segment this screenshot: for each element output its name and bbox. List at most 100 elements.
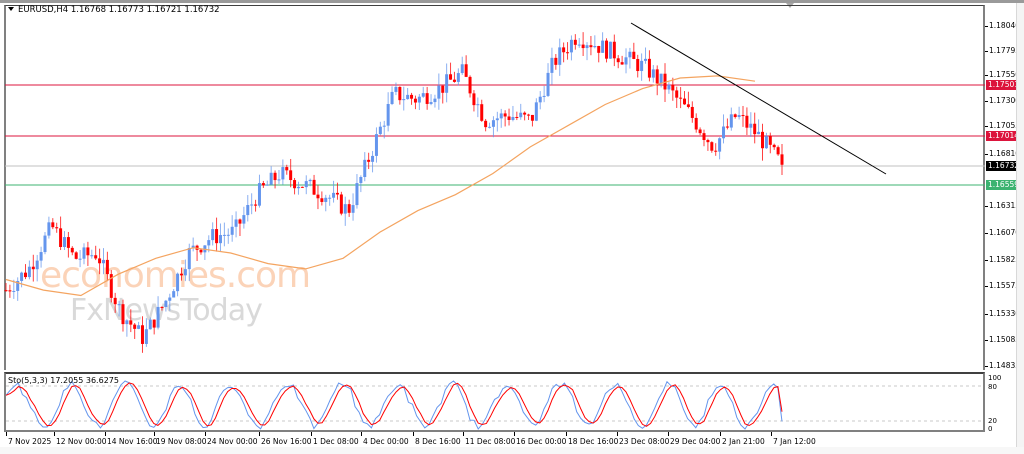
time-axis-label: 26 Nov 16:00: [261, 437, 312, 446]
candlesticks: [4, 32, 784, 353]
collapse-triangle-icon[interactable]: [8, 7, 14, 11]
time-axis-label: 12 Nov 00:00: [56, 437, 107, 446]
price-axis-tick: [985, 75, 988, 76]
main-chart-pane[interactable]: [4, 5, 985, 370]
candle: [566, 52, 570, 54]
stoch-level-80: 80: [988, 383, 997, 391]
time-axis-tick: [205, 432, 206, 436]
candle: [234, 219, 238, 227]
candle: [628, 51, 632, 58]
candle: [733, 114, 737, 118]
candle: [105, 259, 109, 275]
candle: [191, 245, 195, 248]
candle: [66, 237, 70, 248]
candle: [43, 235, 47, 253]
candle: [608, 41, 612, 59]
candle: [589, 45, 593, 48]
candle: [741, 115, 745, 117]
candle: [378, 126, 382, 135]
price-axis-tick: [985, 286, 988, 287]
price-axis-label: 1.16810: [989, 149, 1021, 158]
candle: [215, 229, 219, 244]
candle: [300, 186, 304, 188]
candle: [187, 247, 191, 270]
price-axis-tick: [985, 260, 988, 261]
candle: [597, 46, 601, 53]
candle: [480, 104, 484, 121]
candle: [772, 144, 776, 148]
candle: [47, 222, 51, 236]
candle: [281, 167, 285, 180]
candle: [20, 272, 24, 281]
candle: [690, 106, 694, 118]
candle: [144, 329, 148, 344]
candle: [737, 115, 741, 118]
candle: [605, 40, 609, 59]
time-axis-tick: [154, 432, 155, 436]
time-axis-tick: [259, 432, 260, 436]
price-axis-label: 1.17055: [989, 121, 1021, 130]
candle: [488, 126, 492, 128]
candle: [429, 102, 433, 104]
candle: [757, 131, 761, 135]
candle: [312, 179, 316, 195]
candle: [764, 136, 768, 149]
time-axis-tick: [514, 432, 515, 436]
price-axis-tick: [985, 26, 988, 27]
stochastic-pane[interactable]: [4, 372, 985, 432]
candle: [156, 306, 160, 328]
candle: [710, 142, 714, 151]
candle: [569, 39, 573, 53]
candle: [117, 304, 121, 306]
time-axis-tick: [6, 432, 7, 436]
candle: [363, 159, 367, 177]
candle: [640, 60, 644, 72]
time-axis-label: 16 Dec 00:00: [516, 437, 567, 446]
candle: [113, 297, 117, 305]
candle: [702, 133, 706, 141]
candle: [316, 194, 320, 199]
candle: [355, 183, 359, 206]
price-axis-label: 1.15825: [989, 255, 1021, 264]
candle: [27, 266, 31, 278]
candle: [343, 204, 347, 214]
time-axis-label: 1 Dec 08:00: [313, 437, 359, 446]
stoch-level-20: 20: [988, 417, 997, 425]
time-axis-tick: [105, 432, 106, 436]
candle: [160, 306, 164, 308]
candle: [273, 172, 277, 181]
candle: [675, 90, 679, 98]
candle: [277, 179, 281, 181]
candle: [218, 235, 222, 244]
stoch-level-0: 0: [988, 425, 993, 433]
candle: [74, 252, 78, 259]
candle: [523, 112, 527, 115]
candle: [722, 126, 726, 139]
candle: [644, 58, 648, 61]
candle: [562, 47, 566, 53]
candle: [257, 183, 261, 206]
candle: [686, 104, 690, 107]
candle: [390, 91, 394, 104]
candle: [308, 179, 312, 182]
candle: [133, 324, 137, 329]
watermark-economies: economies.com: [40, 255, 310, 296]
price-axis-label: 1.16070: [989, 228, 1021, 237]
candle: [386, 103, 390, 126]
current-price-tag: 1.16732: [986, 161, 1022, 171]
price-axis-tick: [985, 154, 988, 155]
price-axis-label: 1.15085: [989, 335, 1021, 344]
candle: [4, 290, 8, 292]
candle: [558, 47, 562, 65]
candle: [148, 319, 152, 330]
candle: [51, 222, 55, 228]
price-axis-label: 1.16315: [989, 201, 1021, 210]
candle: [226, 234, 230, 236]
candle: [109, 274, 113, 298]
candle: [515, 116, 519, 118]
time-axis-label: 24 Nov 00:00: [207, 437, 258, 446]
candle: [499, 113, 503, 119]
time-axis-label: 23 Dec 08:00: [619, 437, 670, 446]
time-axis-label: 18 Dec 16:00: [568, 437, 619, 446]
window-top-border: [0, 0, 1024, 3]
